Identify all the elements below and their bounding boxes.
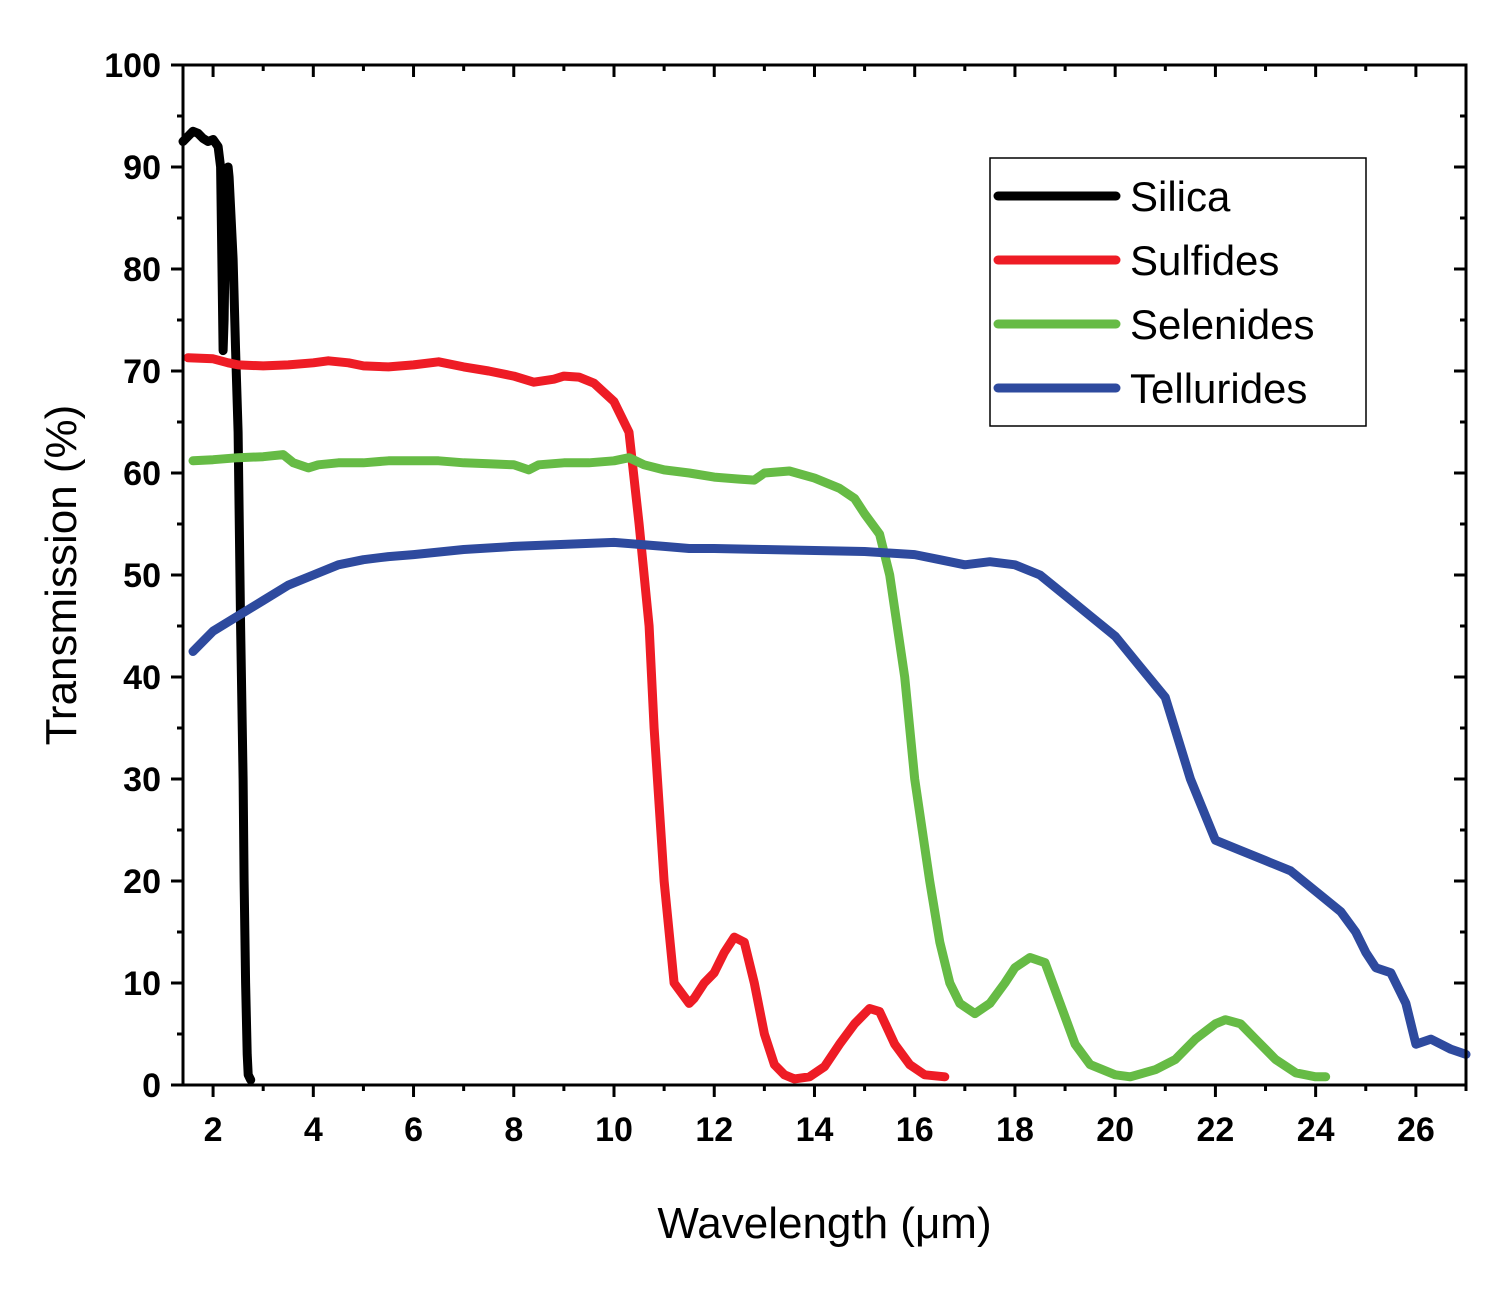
y-tick-label: 20 [123, 863, 161, 901]
x-tick-label: 16 [896, 1111, 934, 1149]
y-tick-label: 30 [123, 761, 161, 799]
x-tick-label: 6 [404, 1111, 423, 1149]
y-tick-label: 90 [123, 149, 161, 187]
axis-tick-labels: 2 4 6 8 10 12 14 16 18 20 22 24 26010203040506070809… [104, 47, 1435, 1149]
x-tick-label: 18 [996, 1111, 1034, 1149]
x-axis-title: Wavelength (μm) [657, 1199, 991, 1248]
x-tick-label: 12 [695, 1111, 733, 1149]
series-line-silica [178, 126, 256, 1085]
x-tick-label: 14 [796, 1111, 834, 1149]
x-tick-label: 2 [204, 1111, 223, 1149]
legend-label-tellurides: Tellurides [1130, 365, 1307, 412]
x-tick-label: 24 [1297, 1111, 1335, 1149]
y-tick-label: 0 [142, 1067, 161, 1105]
y-tick-label: 40 [123, 659, 161, 697]
y-tick-label: 50 [123, 557, 161, 595]
y-tick-label: 10 [123, 965, 161, 1003]
series-line-tellurides [188, 537, 1471, 1059]
legend: Silica Sulfides Selenides Tellurides [989, 157, 1367, 427]
x-tick-label: 8 [504, 1111, 523, 1149]
x-tick-label: 20 [1096, 1111, 1134, 1149]
y-axis-title: Transmission (%) [37, 405, 86, 746]
x-tick-label: 10 [595, 1111, 633, 1149]
x-tick-label: 22 [1197, 1111, 1235, 1149]
axis-ticks [171, 63, 1468, 1097]
legend-label-sulfides: Sulfides [1130, 237, 1279, 284]
y-tick-label: 60 [123, 455, 161, 493]
y-tick-label: 70 [123, 353, 161, 391]
x-tick-label: 26 [1397, 1111, 1435, 1149]
series-line-selenides [188, 450, 1331, 1082]
legend-label-silica: Silica [1130, 173, 1231, 220]
series-line-sulfides [183, 353, 950, 1084]
x-tick-label: 4 [304, 1111, 323, 1149]
y-tick-label: 100 [104, 47, 161, 85]
series-lines [178, 126, 1471, 1085]
legend-label-selenides: Selenides [1130, 301, 1314, 348]
y-tick-label: 80 [123, 251, 161, 289]
legend-box [989, 157, 1367, 427]
